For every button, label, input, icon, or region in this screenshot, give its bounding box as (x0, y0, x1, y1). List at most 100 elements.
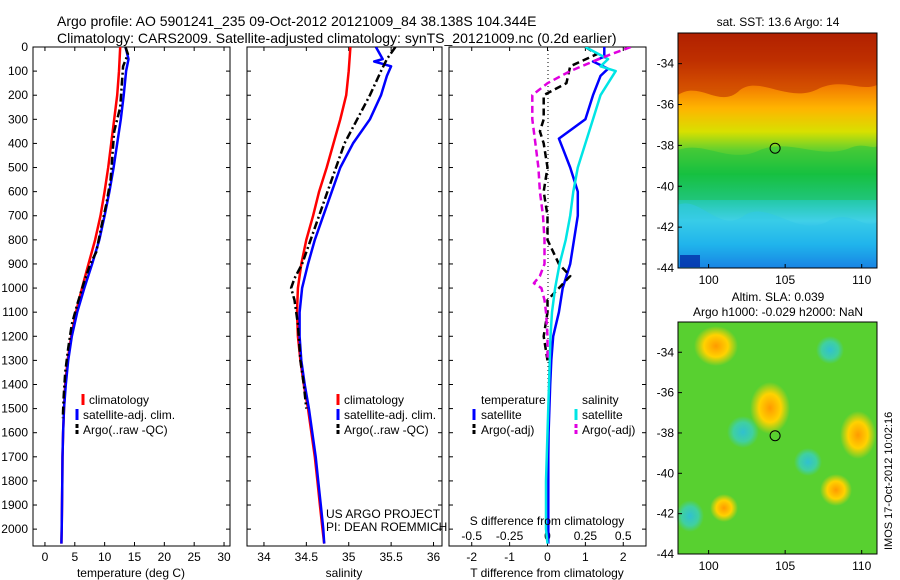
project-note: US ARGO PROJECT (326, 507, 441, 521)
sst-coldest-patch (680, 255, 700, 267)
sst-cool-band (678, 203, 877, 268)
depth-tick-label: 1400 (1, 377, 28, 391)
series-line-satellite (547, 47, 610, 544)
salinity-panel-frame (246, 46, 443, 547)
sst-map-title: sat. SST: 13.6 Argo: 14 (717, 15, 840, 29)
t-difference-tick-label: 2 (620, 550, 627, 564)
argo-position-marker (769, 430, 781, 442)
t-difference-tick-label: 1 (582, 550, 589, 564)
depth-tick-label: 900 (8, 257, 28, 271)
depth-tick-label: 1600 (1, 426, 28, 440)
legend-label-climatology: climatology (344, 393, 404, 407)
depth-tick-label: 300 (8, 112, 28, 126)
legend-label-s-argo: Argo(-adj) (582, 423, 635, 437)
legend-label-t-satellite: satellite (481, 408, 522, 422)
sla-warm-eddy (710, 494, 738, 522)
depth-tick-label: 500 (8, 161, 28, 175)
sla-lat-tick-label: -44 (657, 547, 675, 561)
sst-warm-band (678, 33, 877, 98)
pi-note: PI: DEAN ROEMMICH (326, 520, 447, 534)
depth-tick-label: 1000 (1, 281, 28, 295)
temperature-tick-label: 15 (128, 550, 142, 564)
depth-tick-label: 1900 (1, 498, 28, 512)
series-line-satellite-adj-clim- (298, 47, 393, 544)
depth-tick-label: 1200 (1, 329, 28, 343)
s-difference-tick-label: 0.25 (574, 529, 598, 543)
temperature-tick-label: 30 (217, 550, 231, 564)
salinity-tick-label: 34.5 (295, 550, 319, 564)
series-line-argo-adj- (538, 47, 599, 361)
sst-lat-tick-label: -42 (657, 220, 675, 234)
temperature-tick-label: 0 (42, 550, 49, 564)
sst-lon-tick-label: 100 (699, 273, 719, 287)
argo-position-marker (769, 142, 781, 154)
sst-lat-tick-label: -40 (657, 179, 675, 193)
sla-lon-tick-label: 105 (775, 559, 795, 573)
series-line-argo-raw-qc- (61, 47, 130, 419)
legend-label-argo: Argo(..raw -QC) (344, 423, 429, 437)
sst-lon-tick-label: 110 (852, 273, 871, 287)
sla-lat-tick-label: -38 (657, 426, 675, 440)
depth-tick-label: 1100 (2, 305, 28, 319)
depth-tick-label: 1700 (1, 450, 28, 464)
s-difference-tick-label: -0.25 (496, 529, 524, 543)
sla-cool-eddy (676, 500, 704, 532)
temperature-legend: climatology satellite-adj. clim. Argo(..… (75, 393, 175, 437)
salinity-axis-label: salinity (326, 566, 363, 580)
depth-tick-label: 0 (21, 40, 28, 54)
difference-legend: temperature salinity satellite Argo(-adj… (472, 393, 635, 437)
depth-tick-label: 1300 (1, 353, 28, 367)
salinity-tick-label: 36 (427, 550, 441, 564)
legend-label-satellite: satellite-adj. clim. (83, 408, 175, 422)
sst-map (677, 32, 878, 269)
sla-map-title: Altim. SLA: 0.039 (732, 290, 825, 304)
depth-tick-labels: 0 100 200 300 400 500 600 700 800 900 1000 1100 1200… (1, 40, 28, 536)
sst-green-band (678, 145, 877, 200)
difference-lines (531, 47, 632, 546)
series-line-argo-raw-qc- (289, 47, 397, 409)
t-difference-tick-label: 0 (544, 550, 551, 564)
s-difference-tick-label: -0.5 (461, 529, 482, 543)
temperature-tick-label: 20 (158, 550, 172, 564)
salinity-tick-label: 35 (342, 550, 356, 564)
sla-lat-tick-label: -34 (657, 345, 675, 359)
sla-cool-eddy (794, 448, 822, 476)
s-difference-axis-label: S difference from climatology (470, 514, 625, 528)
header-line-2: Climatology: CARS2009. Satellite-adjuste… (57, 30, 617, 46)
depth-tick-label: 800 (8, 233, 28, 247)
sla-map-frame (677, 321, 878, 555)
sla-warm-eddy (694, 326, 738, 366)
legend-label-s-satellite: satellite (582, 408, 623, 422)
sla-lat-tick-label: -36 (657, 386, 675, 400)
series-line-satellite (544, 47, 617, 544)
sla-warm-eddy (820, 474, 852, 506)
depth-tick-label: 1500 (1, 402, 28, 416)
t-difference-tick-label: -1 (504, 550, 515, 564)
series-line-satellite-adj-clim- (60, 47, 130, 544)
sla-warm-eddy (750, 382, 790, 434)
depth-tick-label: 400 (8, 136, 28, 150)
sla-lat-tick-label: -40 (657, 466, 675, 480)
sla-map-subtitle: Argo h1000: -0.029 h2000: NaN (693, 305, 863, 319)
temperature-lines (60, 47, 130, 544)
sst-lat-tick-label: -44 (657, 261, 675, 275)
salinity-legend: climatology satellite-adj. clim. Argo(..… (336, 393, 436, 437)
s-difference-tick-label: 0.5 (615, 529, 632, 543)
depth-tick-label: 100 (8, 64, 28, 78)
sla-lat-tick-label: -42 (657, 507, 675, 521)
legend-title-temperature: temperature (481, 393, 546, 407)
t-difference-tick-label: -2 (466, 550, 477, 564)
sst-lon-tick-label: 105 (775, 273, 795, 287)
sst-lat-tick-label: -38 (657, 138, 675, 152)
legend-title-salinity: salinity (582, 393, 619, 407)
legend-label-argo: Argo(..raw -QC) (83, 423, 168, 437)
temperature-tick-label: 10 (98, 550, 112, 564)
sla-lon-tick-label: 110 (852, 559, 871, 573)
axis-ticks: 0 5 10 15 20 25 30 34 34.5 35 35.5 36 -2 -1 0 1 2 -0.5 -0.… (33, 46, 646, 564)
sst-lat-tick-label: -36 (657, 98, 675, 112)
salinity-lines (289, 47, 397, 544)
temperature-axis-label: temperature (deg C) (77, 566, 185, 580)
legend-label-t-argo: Argo(-adj) (481, 423, 534, 437)
imos-timestamp: IMOS 17-Oct-2012 10:02:16 (883, 412, 895, 550)
